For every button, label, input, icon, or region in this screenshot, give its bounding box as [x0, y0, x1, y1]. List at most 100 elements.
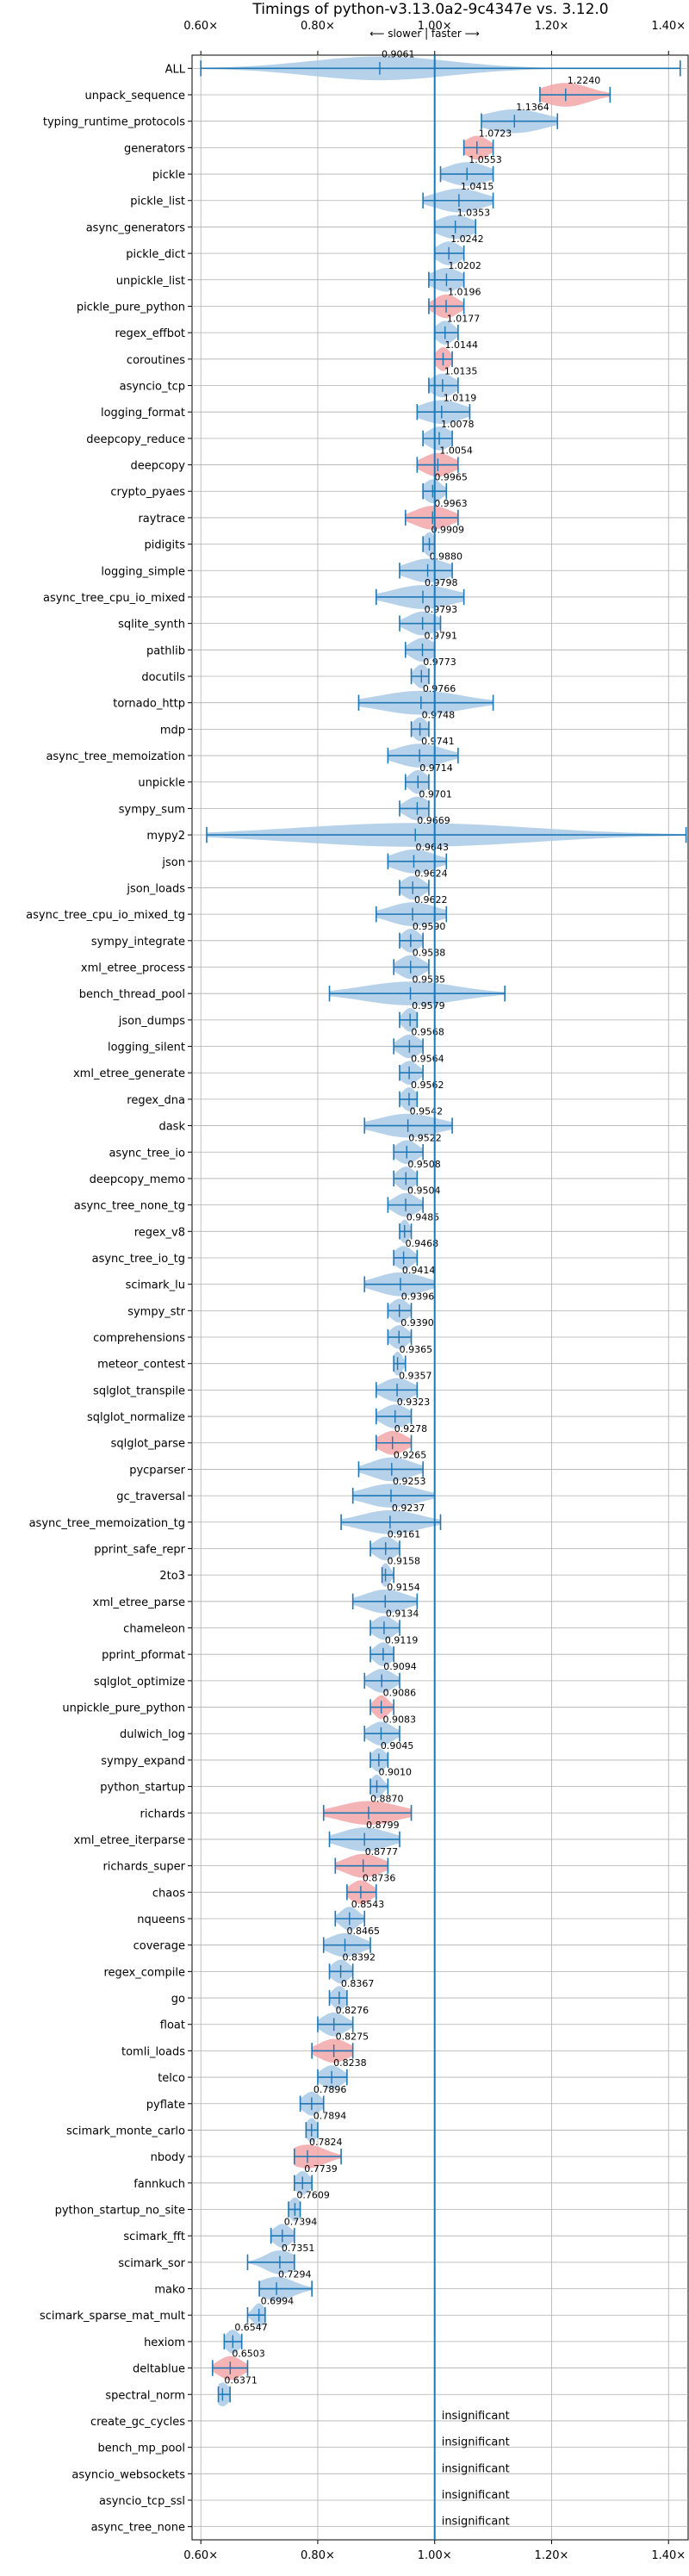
value-label: 0.9965 — [434, 471, 468, 482]
category-label: async_tree_memoization_tg — [29, 1517, 185, 1530]
category-label: mypy2 — [146, 830, 185, 843]
category-label: json_dumps — [118, 1015, 185, 1028]
value-label: 1.0353 — [457, 208, 491, 219]
value-label: 0.9588 — [413, 948, 446, 959]
value-label: 0.9253 — [393, 1476, 426, 1487]
value-label: 0.8736 — [363, 1872, 396, 1883]
value-label: 0.9748 — [422, 709, 456, 720]
category-label: sqlglot_normalize — [87, 1411, 185, 1424]
category-label: deltablue — [133, 2363, 185, 2376]
category-label: pathlib — [146, 644, 185, 657]
category-label: coverage — [133, 1940, 185, 1953]
value-label: 1.0196 — [448, 287, 481, 298]
value-label: 1.0144 — [444, 339, 478, 351]
value-label: 1.0242 — [450, 233, 484, 245]
plot-area: 0.60× 0.60× 0.80× 0.80× 1.00× 1.00× 1.20× 1.20×… — [26, 20, 689, 2562]
category-label: deepcopy_memo — [90, 1173, 185, 1186]
value-label: 0.8392 — [343, 1951, 376, 1963]
category-label: hexiom — [144, 2336, 185, 2349]
value-label: 0.9793 — [425, 604, 458, 615]
value-label: 0.9045 — [381, 1740, 414, 1752]
value-label: 0.9357 — [399, 1370, 432, 1381]
category-label: nqueens — [137, 1913, 185, 1926]
value-label: 0.8367 — [341, 1978, 375, 1989]
category-label: spectral_norm — [105, 2389, 185, 2402]
category-label: unpickle_list — [116, 275, 185, 288]
x-tick-label-bottom: 1.00× — [418, 2549, 452, 2562]
value-label: 1.0723 — [479, 128, 512, 139]
value-label: 0.9504 — [407, 1185, 441, 1197]
category-label: asyncio_websockets — [71, 2468, 185, 2481]
category-label: chameleon — [123, 1623, 185, 1636]
category-label: async_tree_none — [91, 2522, 185, 2535]
category-label: unpickle — [138, 777, 185, 790]
category-label: scimark_monte_carlo — [66, 2125, 185, 2137]
category-label: regex_compile — [103, 1966, 185, 1979]
value-label: 0.9508 — [407, 1159, 441, 1170]
value-label: 0.8777 — [365, 1846, 399, 1857]
value-label: 0.9161 — [388, 1529, 421, 1540]
value-label: 0.6994 — [261, 2295, 295, 2306]
value-label: 0.9396 — [401, 1291, 435, 1302]
category-label: generators — [124, 142, 185, 155]
x-tick-label-bottom: 0.80× — [301, 2549, 335, 2562]
value-label: 0.7739 — [304, 2163, 338, 2175]
category-label: xml_etree_generate — [73, 1067, 185, 1080]
category-label: sqlglot_parse — [111, 1438, 185, 1451]
value-label: 0.8799 — [366, 1820, 400, 1831]
value-label: 0.7394 — [284, 2216, 318, 2227]
category-label: pprint_pformat — [102, 1649, 185, 1662]
category-label: coroutines — [127, 354, 185, 367]
category-label: asyncio_tcp_ssl — [99, 2495, 185, 2508]
value-label: 0.9579 — [412, 1000, 445, 1011]
value-label: 0.8276 — [336, 2005, 369, 2016]
category-label: gc_traversal — [116, 1490, 185, 1503]
category-label: pickle — [152, 169, 185, 182]
value-label: 0.9468 — [406, 1238, 439, 1249]
direction-note: ⟵ slower | faster ⟶ — [369, 28, 480, 40]
value-label: 0.9323 — [397, 1397, 431, 1408]
value-label: 0.9798 — [425, 577, 457, 588]
category-label: pidigits — [145, 539, 186, 552]
category-label: float — [160, 2019, 185, 2032]
value-label: 0.9643 — [415, 842, 449, 853]
x-tick-label-top: 0.60× — [183, 20, 218, 33]
value-label: 0.9365 — [400, 1344, 433, 1355]
insignificant-label: insignificant — [442, 2436, 510, 2449]
x-tick-label-top: 1.20× — [535, 20, 569, 33]
category-label: regex_dna — [127, 1094, 185, 1107]
insignificant-label: insignificant — [442, 2462, 510, 2475]
category-label: typing_runtime_protocols — [43, 116, 185, 129]
category-label: fannkuch — [133, 2178, 185, 2191]
category-label: nbody — [151, 2151, 186, 2164]
category-label: sympy_str — [127, 1305, 185, 1318]
value-label: 0.9119 — [385, 1634, 419, 1646]
value-label: 0.8238 — [333, 2057, 367, 2069]
value-label: 0.9562 — [411, 1080, 444, 1091]
insignificant-label: insignificant — [442, 2516, 510, 2529]
x-tick-label-top: 0.80× — [301, 20, 335, 33]
category-label: pprint_safe_repr — [94, 1543, 185, 1556]
category-label: sympy_integrate — [91, 936, 185, 949]
value-label: 0.9522 — [408, 1132, 442, 1143]
x-tick-label-bottom: 0.60× — [183, 2549, 218, 2562]
category-label: mako — [154, 2284, 185, 2297]
category-label: sympy_expand — [101, 1755, 185, 1768]
value-label: 1.0553 — [469, 154, 502, 165]
category-label: unpack_sequence — [84, 90, 185, 103]
value-label: 0.8543 — [351, 1899, 385, 1910]
value-label: 0.9134 — [386, 1608, 419, 1620]
value-label: 0.9568 — [411, 1027, 444, 1038]
x-tick-label-top: 1.40× — [651, 20, 686, 33]
value-label: 0.9791 — [425, 630, 458, 641]
value-label: 0.9542 — [410, 1106, 444, 1117]
value-label: 0.9094 — [383, 1661, 417, 1672]
value-label: 1.1364 — [516, 102, 549, 113]
value-label: 0.9585 — [413, 974, 446, 985]
chart-title: Timings of python-v3.13.0a2-9c4347e vs. … — [251, 1, 608, 18]
category-label: bench_mp_pool — [97, 2442, 185, 2455]
category-label: async_tree_cpu_io_mixed — [43, 592, 185, 605]
category-label: deepcopy — [130, 460, 185, 473]
category-label: unpickle_pure_python — [62, 1702, 185, 1715]
